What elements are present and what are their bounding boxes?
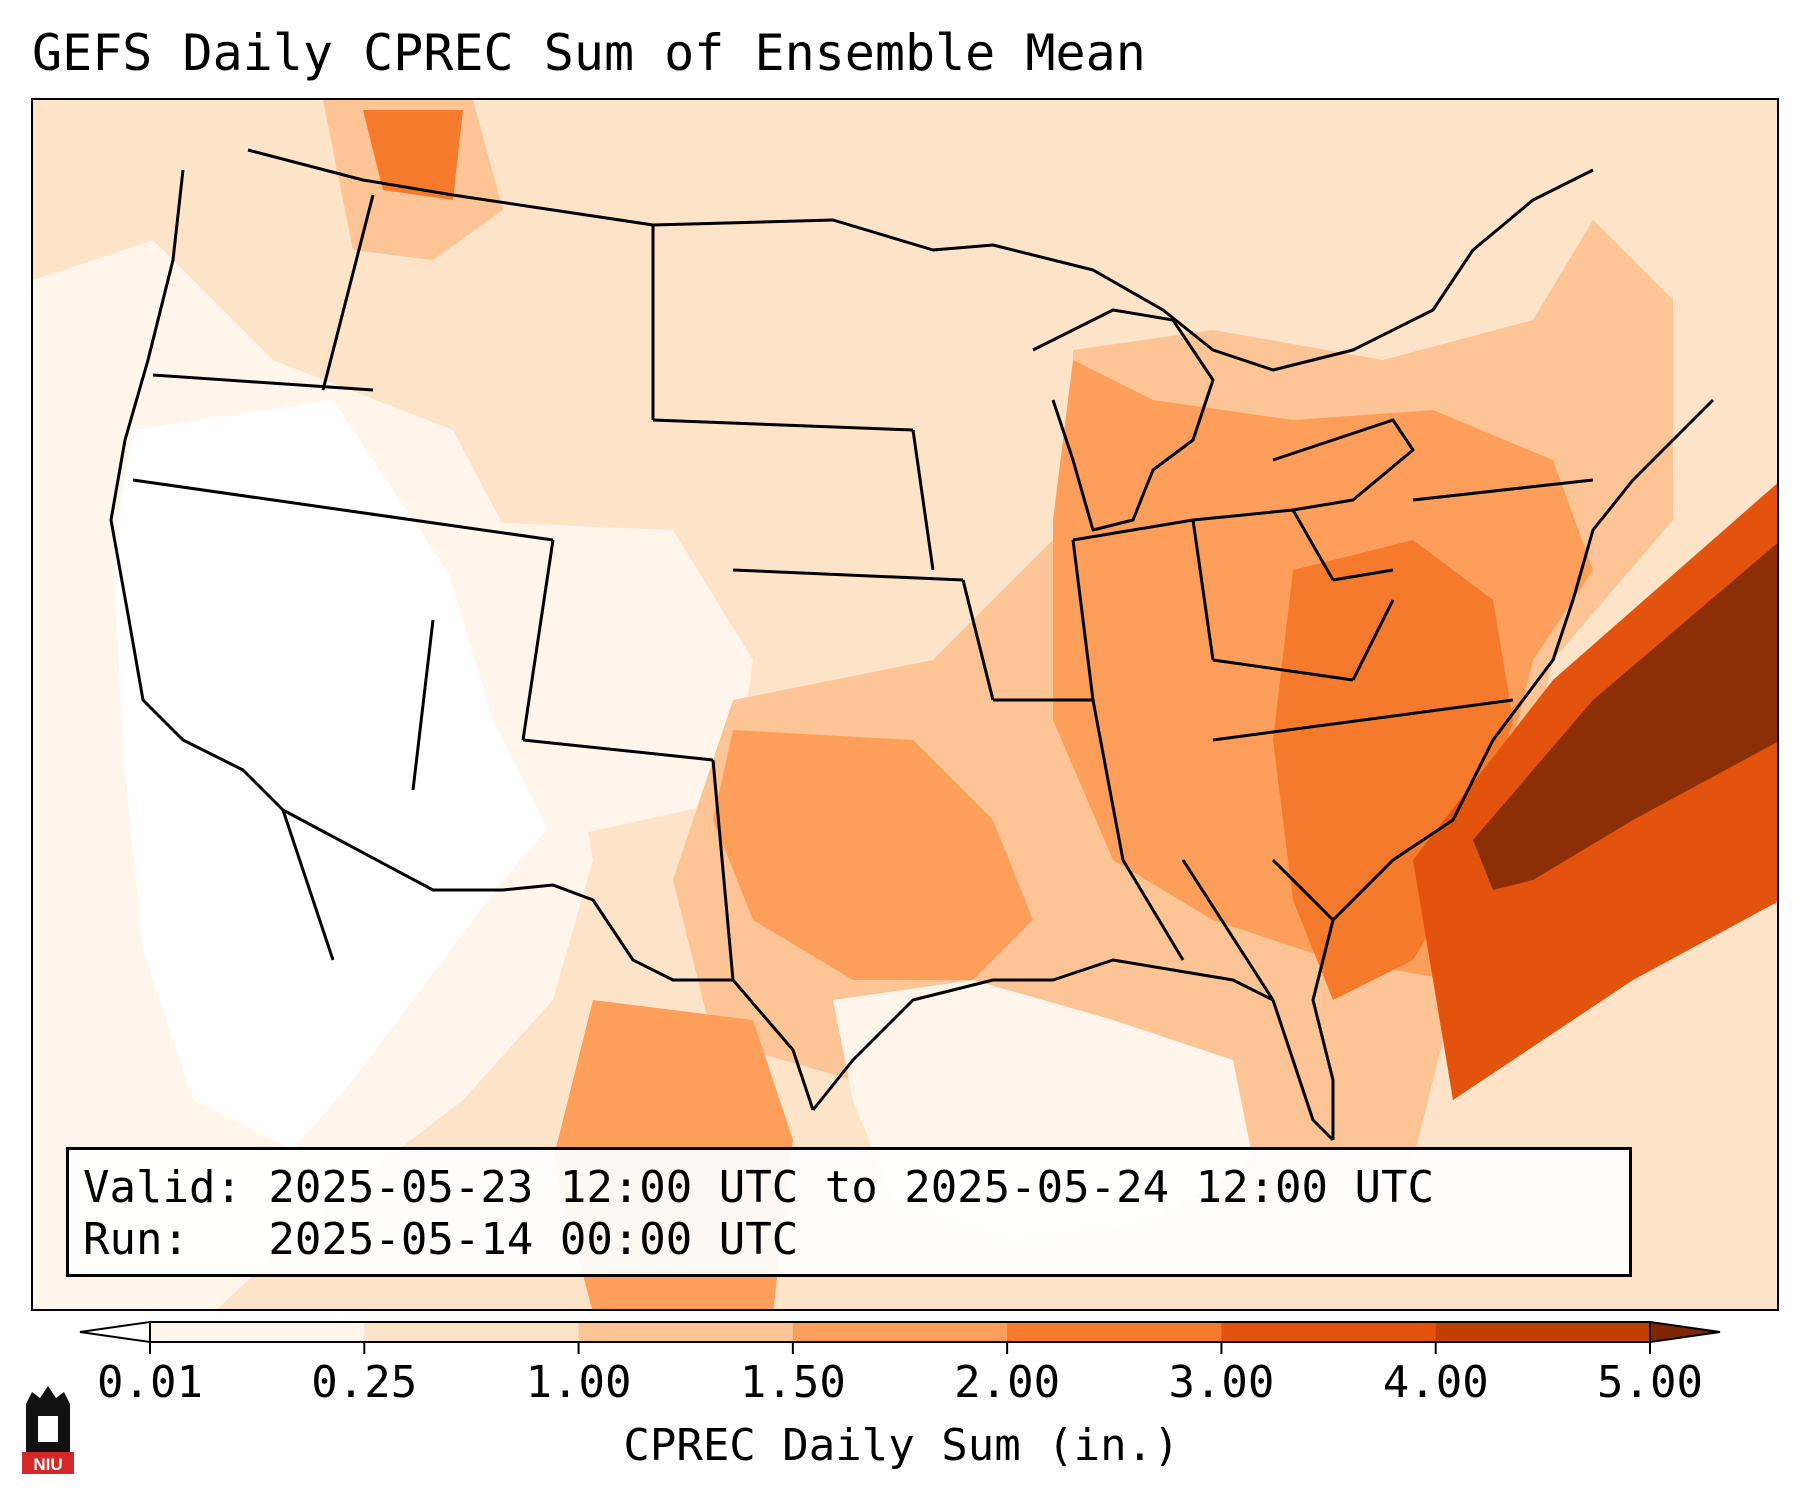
atlantic-coast [1311, 398, 1715, 1140]
colorbar-segment [1007, 1322, 1222, 1342]
precip-field-dry-plains [433, 520, 753, 840]
colorbar-tick-label: 1.00 [525, 1357, 632, 1408]
great-lakes-outline [1032, 308, 1415, 532]
colorbar-tick-label: 0.01 [97, 1357, 203, 1408]
us-canada-border [247, 148, 1594, 372]
map-canvas [33, 100, 1777, 1309]
colorbar-segment [1435, 1322, 1651, 1342]
state-borders [132, 194, 1594, 1001]
precipitation-map[interactable] [31, 98, 1779, 1311]
colorbar [79, 1320, 1721, 1354]
precip-field-northwest-core [363, 110, 463, 200]
colorbar-over-arrow [1649, 1320, 1721, 1344]
colorbar-tick-label: 0.25 [311, 1357, 418, 1408]
precip-field-plains-moderate [713, 730, 1033, 980]
map-title: GEFS Daily CPREC Sum of Ensemble Mean [32, 24, 1146, 82]
validity-info-box: Valid: 2025-05-23 12:00 UTC to 2025-05-2… [66, 1147, 1632, 1277]
colorbar-tick-label: 5.00 [1597, 1357, 1703, 1408]
precip-field-atlantic-core [1473, 543, 1777, 890]
colorbar-tick-label: 3.00 [1168, 1357, 1275, 1408]
us-west-coast [109, 169, 335, 961]
colorbar-segment [578, 1322, 794, 1342]
colorbar-label: CPREC Daily Sum (in.) [623, 1420, 1180, 1471]
colorbar-segment [1221, 1322, 1437, 1342]
colorbar-tick-label: 1.50 [739, 1357, 846, 1408]
valid-time-text: Valid: 2025-05-23 12:00 UTC to 2025-05-2… [83, 1162, 1435, 1213]
colorbar-segment [792, 1322, 1008, 1342]
us-mexico-border [282, 808, 815, 1111]
colorbar-tick-label: 2.00 [954, 1357, 1061, 1408]
gulf-coast [811, 958, 1335, 1142]
colorbar-segment [364, 1322, 580, 1342]
logo-tower-top [26, 1386, 70, 1404]
colorbar-segment [150, 1322, 365, 1342]
colorbar-under-arrow [79, 1320, 151, 1344]
colorbar-tick-label: 4.00 [1382, 1357, 1489, 1408]
run-time-text: Run: 2025-05-14 00:00 UTC [83, 1214, 799, 1265]
logo-text: NIU [33, 1455, 62, 1474]
logo-window [38, 1416, 58, 1442]
niu-logo: NIU [22, 1386, 74, 1474]
logo-red-band [22, 1452, 74, 1474]
colorbar-frame [149, 1321, 1651, 1343]
